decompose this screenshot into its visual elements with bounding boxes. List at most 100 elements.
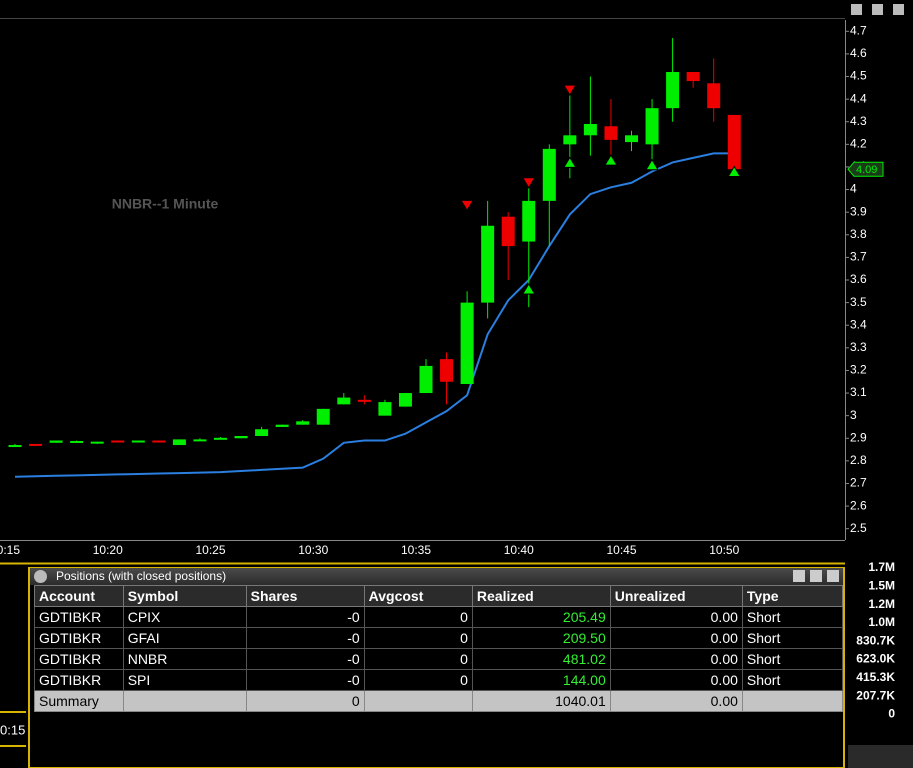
candle-body bbox=[645, 108, 659, 145]
x-tick-label: 10:45 bbox=[606, 543, 636, 557]
cell: Short bbox=[741, 606, 844, 628]
cell bbox=[363, 690, 473, 712]
candle-body bbox=[49, 440, 63, 443]
candle-body bbox=[275, 424, 289, 427]
maximize-button[interactable] bbox=[872, 4, 883, 15]
cell: -0 bbox=[245, 606, 365, 628]
volume-axis-label: 1.0M bbox=[868, 615, 895, 629]
sell-marker bbox=[521, 177, 536, 189]
y-tick-label: 4.2 bbox=[850, 137, 867, 151]
column-header: Account bbox=[34, 585, 124, 607]
cell: 0 bbox=[363, 648, 473, 670]
close-button[interactable] bbox=[827, 570, 839, 582]
x-tick-label: 10:20 bbox=[93, 543, 123, 557]
position-row: GDTIBKR GFAI -0 0 209.50 0.00 Short bbox=[34, 627, 844, 649]
cell: Summary bbox=[34, 690, 124, 712]
column-header: Type bbox=[741, 585, 844, 607]
cell: 205.49 bbox=[471, 606, 611, 628]
y-tick-label: 4.4 bbox=[850, 91, 867, 105]
cell: 0 bbox=[363, 606, 473, 628]
cell: SPI bbox=[122, 669, 247, 691]
chart-watermark: NNBR--1 Minute bbox=[112, 196, 219, 212]
position-row: GDTIBKR CPIX -0 0 205.49 0.00 Short bbox=[34, 606, 844, 628]
y-tick-label: 2.9 bbox=[850, 430, 867, 444]
y-tick-label: 4 bbox=[850, 182, 857, 196]
y-tick-label: 2.5 bbox=[850, 521, 867, 535]
candle-body bbox=[707, 83, 721, 109]
candle-body bbox=[522, 200, 536, 242]
positions-window: Positions (with closed positions) Accoun… bbox=[28, 567, 845, 768]
minimize-button[interactable] bbox=[793, 570, 805, 582]
y-tick-label: 3.2 bbox=[850, 363, 867, 377]
candle-body bbox=[90, 441, 104, 444]
candle-body bbox=[378, 402, 392, 416]
candle-body bbox=[29, 443, 43, 446]
y-tick-label: 3.8 bbox=[850, 227, 867, 241]
positions-title-bar: Positions (with closed positions) bbox=[30, 568, 843, 585]
candle-body bbox=[357, 399, 371, 402]
cell: 209.50 bbox=[471, 627, 611, 649]
candle-body bbox=[172, 439, 186, 446]
cell: -0 bbox=[245, 669, 365, 691]
buy-marker bbox=[521, 283, 536, 295]
x-tick-label: 10:50 bbox=[709, 543, 739, 557]
cell: CPIX bbox=[122, 606, 247, 628]
candle-body bbox=[727, 114, 741, 170]
buy-marker bbox=[645, 158, 659, 171]
cell: 0.00 bbox=[609, 669, 743, 691]
volume-axis-label: 415.3K bbox=[856, 670, 895, 684]
cell: GFAI bbox=[122, 627, 247, 649]
column-header: Shares bbox=[245, 585, 365, 607]
column-header: Symbol bbox=[122, 585, 247, 607]
column-header: Avgcost bbox=[363, 585, 473, 607]
cell: Short bbox=[741, 669, 844, 691]
volume-axis-label: 1.2M bbox=[868, 597, 895, 611]
sell-marker bbox=[460, 199, 474, 212]
candle-body bbox=[440, 359, 454, 382]
x-tick-label: 10:25 bbox=[195, 543, 225, 557]
last-price-tag bbox=[847, 161, 884, 177]
summary-row: Summary 0 1040.01 0.00 bbox=[34, 690, 844, 712]
minimize-button[interactable] bbox=[851, 4, 862, 15]
maximize-button[interactable] bbox=[810, 570, 822, 582]
cell: 0 bbox=[363, 669, 473, 691]
volume-axis-label: 623.0K bbox=[856, 652, 895, 666]
y-tick-label: 2.6 bbox=[850, 498, 867, 512]
scrollbar[interactable] bbox=[848, 745, 913, 768]
volume-axis-label: 207.7K bbox=[856, 688, 895, 702]
header-row: Account Symbol Shares Avgcost Realized Unreal… bbox=[34, 585, 844, 607]
cell: 0.00 bbox=[609, 648, 743, 670]
candle-body bbox=[501, 216, 515, 247]
cell: 0.00 bbox=[609, 690, 743, 712]
cell: GDTIBKR bbox=[34, 627, 124, 649]
cell: GDTIBKR bbox=[34, 606, 124, 628]
moving-average-line bbox=[14, 152, 735, 478]
cell bbox=[122, 690, 247, 712]
cell: 0 bbox=[245, 690, 365, 712]
candle-body bbox=[625, 135, 638, 143]
candle-body bbox=[152, 440, 166, 443]
candle-body bbox=[563, 135, 577, 145]
sell-marker bbox=[562, 84, 577, 97]
cell bbox=[741, 690, 844, 712]
y-tick-label: 3.9 bbox=[850, 204, 867, 218]
candle-body bbox=[398, 393, 412, 407]
x-tick-label: 10:15 bbox=[0, 543, 20, 557]
cell: -0 bbox=[245, 648, 365, 670]
y-tick-label: 2.8 bbox=[850, 453, 867, 467]
candle-body bbox=[686, 72, 700, 82]
candle-body bbox=[234, 436, 248, 439]
candle-body bbox=[481, 225, 495, 303]
volume-axis-label: 1.5M bbox=[868, 578, 895, 592]
volume-axis-label: 1.7M bbox=[868, 560, 895, 574]
candle-body bbox=[460, 302, 474, 384]
volume-axis-label: 830.7K bbox=[856, 633, 895, 647]
close-button[interactable] bbox=[893, 4, 904, 15]
cell: 0.00 bbox=[609, 627, 743, 649]
y-tick-label: 4.7 bbox=[850, 23, 867, 37]
y-tick-label: 3.6 bbox=[850, 272, 867, 286]
candle-body bbox=[111, 440, 125, 443]
cell: Short bbox=[741, 627, 844, 649]
